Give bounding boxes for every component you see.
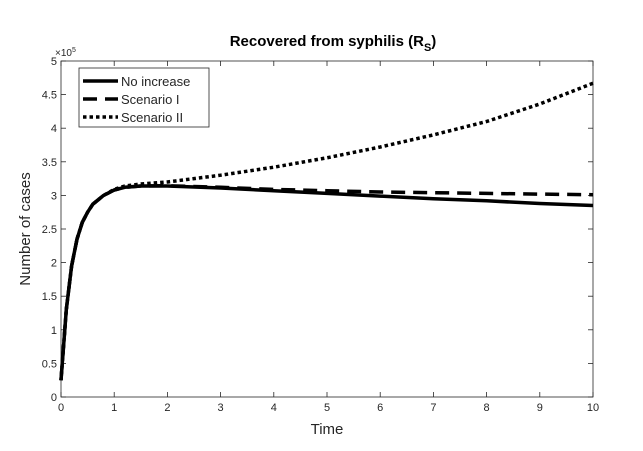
x-tick-label: 3	[218, 402, 224, 414]
legend: No increase Scenario I Scenario II	[78, 67, 210, 128]
x-tick-label: 1	[111, 402, 117, 414]
y-tick-label: 2.5	[42, 224, 57, 236]
y-tick-label: 3.5	[42, 157, 57, 169]
y-tick-label: 4	[51, 123, 57, 135]
x-tick-label: 5	[324, 402, 330, 414]
x-tick-label: 8	[484, 402, 490, 414]
y-tick-label: 5	[51, 56, 57, 68]
legend-label-scenario-1: Scenario I	[121, 92, 180, 107]
series-line-scenario-ii	[59, 81, 594, 381]
x-tick-label: 7	[430, 402, 436, 414]
y-tick-label: 3	[51, 190, 57, 202]
chart-title-subscript: S	[424, 42, 431, 54]
x-tick-label: 2	[164, 402, 170, 414]
y-tick-label: 1.5	[42, 291, 57, 303]
y-tick-label: 2	[51, 258, 57, 270]
legend-box	[78, 67, 210, 128]
y-tick-label: 0	[51, 392, 57, 404]
y-exponent: ×105	[55, 47, 76, 59]
legend-label-no-increase: No increase	[121, 74, 190, 89]
y-tick-label: 0.5	[42, 358, 57, 370]
x-tick-label: 0	[58, 402, 64, 414]
y-tick-label: 1	[51, 325, 57, 337]
x-tick-label: 9	[537, 402, 543, 414]
y-tick-label: 4.5	[42, 90, 57, 102]
x-tick-label: 6	[377, 402, 383, 414]
x-tick-label: 4	[271, 402, 277, 414]
chart-title: Recovered from syphilis (RS)	[230, 33, 437, 54]
series-line-no-increase	[59, 184, 594, 381]
x-axis-label: Time	[311, 421, 344, 438]
y-axis-label: Number of cases	[17, 172, 34, 285]
legend-label-scenario-2: Scenario II	[121, 110, 183, 125]
x-tick-label: 10	[587, 402, 599, 414]
